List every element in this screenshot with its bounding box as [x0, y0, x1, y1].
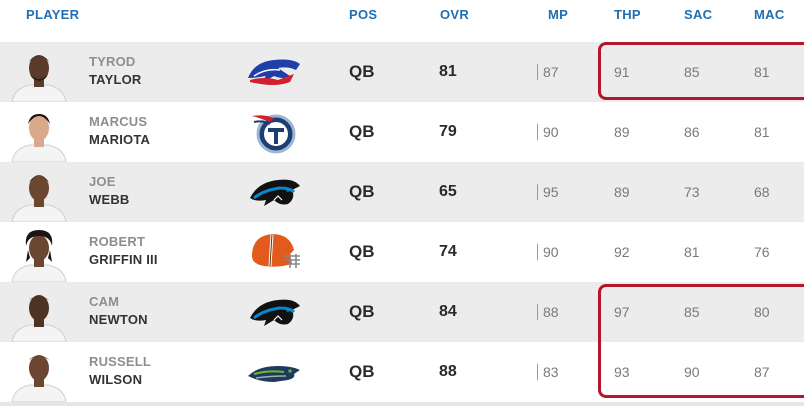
mp-divider — [537, 304, 538, 320]
player-thp: 93 — [614, 364, 630, 380]
header-ovr[interactable]: OVR — [440, 7, 470, 22]
player-sac: 81 — [684, 244, 700, 260]
player-thp: 91 — [614, 64, 630, 80]
player-last-name[interactable]: WEBB — [89, 192, 130, 207]
player-avatar — [10, 228, 68, 282]
player-sac: 73 — [684, 184, 700, 200]
player-mac: 76 — [754, 244, 770, 260]
player-mac: 80 — [754, 304, 770, 320]
player-thp: 89 — [614, 124, 630, 140]
highlight-box — [598, 42, 804, 100]
bills-logo-icon — [244, 48, 304, 96]
mp-divider — [537, 124, 538, 140]
player-ovr: 88 — [439, 363, 457, 380]
player-sac: 90 — [684, 364, 700, 380]
player-first-name[interactable]: CAM — [89, 294, 120, 309]
titans-logo-icon — [244, 108, 304, 156]
player-first-name[interactable]: MARCUS — [89, 114, 148, 129]
player-mp: 95 — [543, 184, 559, 200]
player-pos: QB — [349, 242, 375, 261]
player-avatar — [10, 288, 68, 342]
player-first-name[interactable]: ROBERT — [89, 234, 146, 249]
panthers-logo-icon — [244, 168, 304, 216]
player-mp: 90 — [543, 124, 559, 140]
player-mac: 81 — [754, 124, 770, 140]
table-row[interactable]: MARCUS MARIOTA QB 79 90 89 86 81 — [0, 102, 804, 162]
player-avatar — [10, 168, 68, 222]
player-pos: QB — [349, 62, 375, 81]
header-mac[interactable]: MAC — [754, 7, 785, 22]
header-thp[interactable]: THP — [614, 7, 641, 22]
player-last-name[interactable]: TAYLOR — [89, 72, 142, 87]
header-mp[interactable]: MP — [548, 7, 569, 22]
header-sac[interactable]: SAC — [684, 7, 713, 22]
player-mac: 81 — [754, 64, 770, 80]
table-bottom-border — [0, 402, 804, 406]
player-pos: QB — [349, 302, 375, 321]
player-thp: 89 — [614, 184, 630, 200]
player-last-name[interactable]: WILSON — [89, 372, 143, 387]
player-ovr: 84 — [439, 303, 457, 320]
player-ovr: 74 — [439, 243, 457, 260]
player-mac: 68 — [754, 184, 770, 200]
player-mp: 88 — [543, 304, 559, 320]
mp-divider — [537, 364, 538, 380]
player-mp: 90 — [543, 244, 559, 260]
player-sac: 85 — [684, 64, 700, 80]
table-row[interactable]: TYROD TAYLOR QB 81 87 91 85 81 — [0, 42, 804, 102]
seahawks-logo-icon — [244, 348, 304, 396]
table-header: PLAYER POS OVR MP THP SAC MAC — [0, 0, 804, 30]
player-avatar — [10, 108, 68, 162]
player-pos: QB — [349, 362, 375, 381]
panthers-logo-icon — [244, 288, 304, 336]
player-last-name[interactable]: GRIFFIN III — [89, 252, 158, 267]
player-avatar — [10, 348, 68, 402]
player-last-name[interactable]: NEWTON — [89, 312, 148, 327]
player-ovr: 65 — [439, 183, 457, 200]
table-row[interactable]: CAM NEWTON QB 84 88 97 85 80 — [0, 282, 804, 342]
player-last-name[interactable]: MARIOTA — [89, 132, 151, 147]
player-first-name[interactable]: JOE — [89, 174, 116, 189]
player-avatar — [10, 48, 68, 102]
player-ovr: 79 — [439, 123, 457, 140]
table-row[interactable]: ROBERT GRIFFIN III QB 74 90 92 81 76 — [0, 222, 804, 282]
player-pos: QB — [349, 182, 375, 201]
player-first-name[interactable]: RUSSELL — [89, 354, 152, 369]
player-table: TYROD TAYLOR QB 81 87 91 85 81 MARCUS — [0, 42, 804, 402]
mp-divider — [537, 64, 538, 80]
mp-divider — [537, 184, 538, 200]
player-pos: QB — [349, 122, 375, 141]
player-mac: 87 — [754, 364, 770, 380]
player-mp: 83 — [543, 364, 559, 380]
player-sac: 86 — [684, 124, 700, 140]
player-thp: 92 — [614, 244, 630, 260]
mp-divider — [537, 244, 538, 260]
player-mp: 87 — [543, 64, 559, 80]
browns-logo-icon — [244, 228, 304, 276]
highlight-box — [598, 284, 804, 398]
header-pos[interactable]: POS — [349, 7, 378, 22]
player-thp: 97 — [614, 304, 630, 320]
header-player[interactable]: PLAYER — [26, 7, 80, 22]
table-row[interactable]: JOE WEBB QB 65 95 89 73 68 — [0, 162, 804, 222]
player-first-name[interactable]: TYROD — [89, 54, 136, 69]
player-sac: 85 — [684, 304, 700, 320]
player-ovr: 81 — [439, 63, 457, 80]
table-row[interactable]: RUSSELL WILSON QB 88 83 93 90 87 — [0, 342, 804, 402]
